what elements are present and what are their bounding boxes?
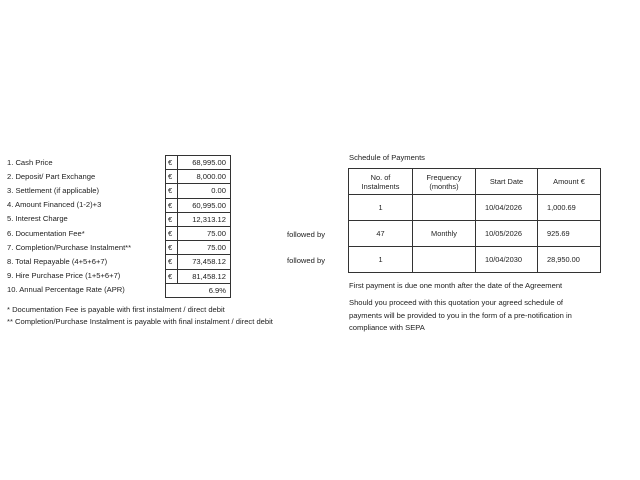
frequency (412, 246, 476, 273)
cost-value-row: €81,458.12 (166, 269, 230, 284)
schedule-row: 1 10/04/2026 1,000.69 (348, 194, 601, 221)
cost-value-row: €73,458.12 (166, 255, 230, 270)
instalment-count: 47 (348, 220, 413, 247)
first-payment-note: First payment is due one month after the… (349, 281, 563, 290)
cost-value: 0.00 (211, 186, 226, 196)
cost-value: 73,458.12 (192, 257, 226, 267)
cost-label: 2. Deposit/ Part Exchange (7, 172, 96, 182)
header-instalments: No. of Instalments (348, 168, 413, 195)
currency-symbol: € (166, 156, 178, 170)
cost-label: 4. Amount Financed (1-2)+3 (7, 200, 102, 210)
cost-label: 8. Total Repayable (4+5+6+7) (7, 256, 108, 266)
cost-value: 60,995.00 (192, 200, 226, 210)
cost-value-row: €75.00 (166, 241, 230, 256)
cost-value-row: €75.00 (166, 226, 230, 242)
start-date: 10/05/2026 (475, 220, 538, 247)
cost-value: 81,458.12 (192, 271, 226, 281)
frequency (412, 194, 476, 221)
start-date: 10/04/2030 (475, 246, 538, 273)
start-date: 10/04/2026 (475, 194, 538, 221)
cost-value: 68,995.00 (192, 158, 226, 167)
header-start-date: Start Date (475, 168, 538, 195)
cost-value-row: €68,995.00 (166, 156, 230, 171)
cost-value-row: €0.00 (166, 184, 230, 199)
amount: 925.69 (537, 220, 601, 247)
currency-symbol: € (166, 184, 178, 198)
footnote-documentation-fee: * Documentation Fee is payable with firs… (7, 305, 225, 314)
cost-value: 75.00 (206, 243, 226, 253)
sepa-note: Should you proceed with this quotation y… (349, 298, 572, 332)
cost-value-row: 6.9% (166, 284, 230, 297)
schedule-title: Schedule of Payments (349, 153, 425, 162)
currency-symbol: € (166, 269, 178, 283)
cost-value-row: €60,995.00 (166, 198, 230, 213)
amount: 1,000.69 (537, 194, 601, 221)
header-amount: Amount € (537, 168, 601, 195)
cost-label: 1. Cash Price (7, 158, 53, 167)
header-frequency: Frequency (months) (412, 168, 476, 195)
cost-label: 5. Interest Charge (7, 214, 68, 224)
cost-label: 9. Hire Purchase Price (1+5+6+7) (7, 270, 121, 280)
currency-symbol: € (166, 241, 178, 255)
schedule-header-row: No. of Instalments Frequency (months) Star… (348, 168, 601, 195)
instalment-count: 1 (348, 246, 413, 273)
cost-label: 10. Annual Percentage Rate (APR) (7, 284, 125, 294)
cost-label: 6. Documentation Fee* (7, 228, 85, 238)
footnote-completion-instalment: ** Completion/Purchase Instalment is pay… (7, 317, 273, 326)
amount: 28,950.00 (537, 246, 601, 273)
instalment-count: 1 (348, 194, 413, 221)
cost-value: 75.00 (206, 228, 226, 238)
cost-label: 7. Completion/Purchase Instalment** (7, 242, 132, 252)
currency-symbol: € (166, 170, 178, 184)
followed-by-label: followed by (287, 230, 325, 239)
cost-label: 3. Settlement (if applicable) (7, 186, 100, 196)
schedule-row: 47 Monthly 10/05/2026 925.69 (348, 220, 601, 247)
schedule-table: No. of Instalments Frequency (months) Star… (348, 168, 601, 273)
currency-symbol: € (166, 212, 178, 226)
cost-value: 8,000.00 (196, 172, 226, 182)
cost-value: 12,313.12 (192, 214, 226, 224)
cost-values-box: €68,995.00 €8,000.00 €0.00 €60,995.00 €12,31… (165, 155, 231, 298)
currency-symbol: € (166, 198, 178, 212)
currency-symbol: € (166, 255, 178, 269)
cost-value-row: €8,000.00 (166, 170, 230, 185)
followed-by-label: followed by (287, 256, 325, 265)
cost-value: 6.9% (208, 285, 226, 295)
frequency: Monthly (412, 220, 476, 247)
cost-value-row: €12,313.12 (166, 212, 230, 227)
currency-symbol: € (166, 226, 178, 241)
schedule-row: 1 10/04/2030 28,950.00 (348, 246, 601, 273)
